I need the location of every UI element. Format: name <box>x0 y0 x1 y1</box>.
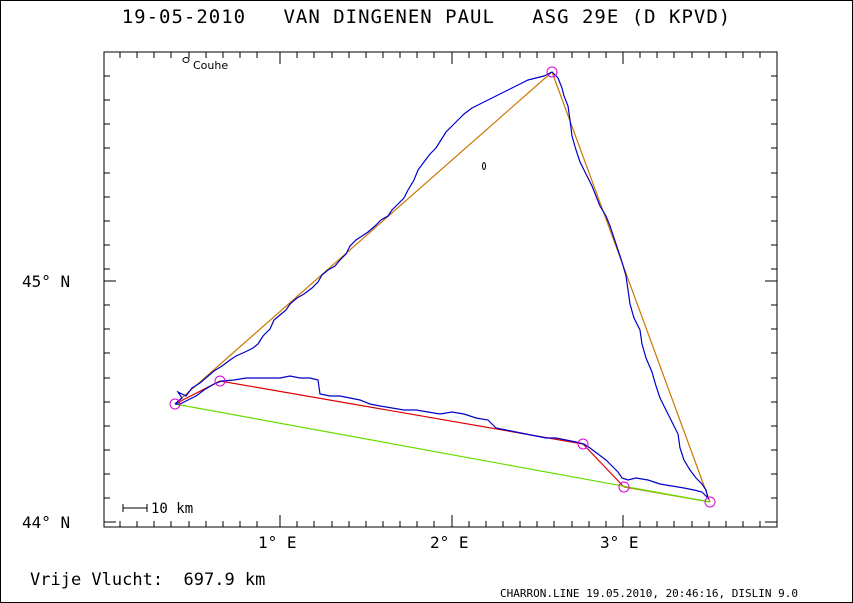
turnpoint-tp2 <box>704 496 716 508</box>
turnpoint-markers <box>169 66 716 508</box>
axis-ticks <box>104 52 777 527</box>
turnpoint-tp1 <box>546 66 558 78</box>
place-label-couhe: Couhe <box>193 59 228 72</box>
turnpoint-start <box>169 398 181 410</box>
x-label-1e: 1° E <box>258 533 297 552</box>
scale-bar-label: 10 km <box>151 501 193 517</box>
x-label-2e: 2° E <box>430 533 469 552</box>
plot-area <box>103 51 778 528</box>
x-label-3e: 3° E <box>600 533 639 552</box>
turnpoint-tp4 <box>577 438 589 450</box>
y-label-44n: 44° N <box>22 513 70 532</box>
scale-bar <box>122 504 148 512</box>
turnpoint-tp5 <box>214 375 226 387</box>
flight-track <box>174 71 710 500</box>
leg-closing <box>174 403 711 503</box>
leg-start-tp1 <box>174 71 553 405</box>
lake-icon <box>482 162 486 170</box>
leg-tp3-tp4 <box>582 443 625 488</box>
leg-tp1-tp2 <box>551 71 711 503</box>
footer-info: CHARRON.LINE 19.05.2010, 20:46:16, DISLI… <box>500 587 799 600</box>
place-marker-icon <box>182 57 190 63</box>
y-label-45n: 45° N <box>22 272 70 291</box>
flight-title: 19-05-2010 VAN DINGENEN PAUL ASG 29E (D … <box>121 6 732 28</box>
turnpoint-tp3 <box>618 481 630 493</box>
free-flight-distance: Vrije Vlucht: 697.9 km <box>30 570 266 590</box>
